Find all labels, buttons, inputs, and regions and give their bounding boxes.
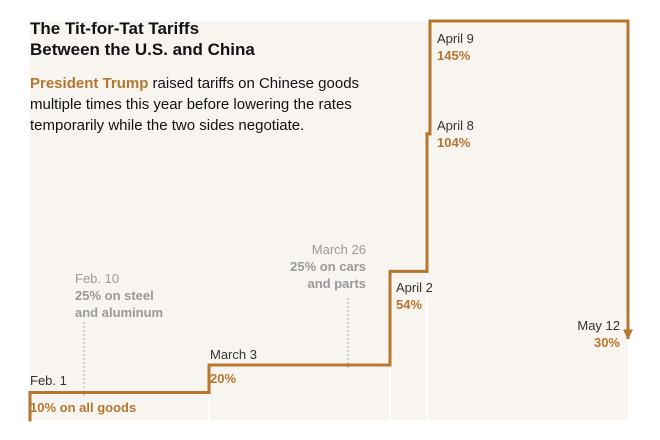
annotation-may12: May 12 30%	[540, 317, 620, 351]
annotation-detail-line-2: and parts	[307, 276, 366, 291]
annotation-april9: April 9 145%	[437, 30, 474, 64]
annotation-value: 145%	[437, 48, 471, 63]
annotation-feb10: Feb. 10 25% on steel and aluminum	[75, 270, 163, 321]
annotation-march26: March 26 25% on cars and parts	[270, 241, 366, 292]
annotation-april2: April 2 54%	[396, 279, 433, 313]
chart-title: The Tit-for-Tat Tariffs Between the U.S.…	[30, 18, 330, 60]
annotation-date: March 3	[210, 347, 257, 362]
annotation-detail-line-1: 25% on cars	[290, 259, 366, 274]
annotation-value: 30%	[593, 335, 620, 350]
arrowhead-down	[623, 329, 633, 340]
area-fill	[30, 21, 628, 420]
title-line-1: The Tit-for-Tat Tariffs	[30, 19, 200, 38]
annotation-value: 10% on all goods	[30, 400, 137, 415]
annotation-date: March 26	[311, 242, 366, 257]
annotation-april8: April 8 104%	[437, 117, 474, 151]
annotation-value: 20%	[210, 371, 237, 386]
chart-subtitle: President Trump raised tariffs on Chines…	[30, 73, 370, 136]
annotation-detail-line-1: 25% on steel	[75, 288, 154, 303]
annotation-date: Feb. 1	[30, 373, 67, 388]
annotation-march3: March 3 20%	[210, 346, 257, 387]
annotation-feb1: Feb. 1 10% on all goods	[30, 372, 136, 416]
annotation-date: April 8	[437, 118, 474, 133]
subtitle-text: raised tariffs on Chinese goods multiple…	[30, 75, 360, 134]
step-line	[28, 19, 633, 422]
annotation-date: April 9	[437, 31, 474, 46]
title-line-2: Between the U.S. and China	[30, 40, 255, 59]
annotation-date: May 12	[577, 318, 620, 333]
annotation-value: 54%	[396, 297, 423, 312]
annotation-value: 104%	[437, 135, 471, 150]
annotation-date: Feb. 10	[75, 271, 120, 286]
annotation-date: April 2	[396, 280, 433, 295]
annotation-detail-line-2: and aluminum	[75, 305, 164, 320]
event-markers	[83, 298, 349, 396]
subtitle-highlight: President Trump	[30, 75, 149, 92]
